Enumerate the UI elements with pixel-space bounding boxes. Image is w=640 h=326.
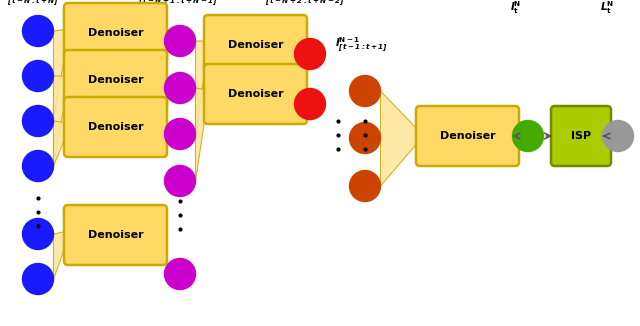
Circle shape <box>22 61 54 92</box>
Text: $\bfit{I}^{\mathbf{N}}_{\mathbf{t}}$: $\bfit{I}^{\mathbf{N}}_{\mathbf{t}}$ <box>510 0 522 16</box>
Text: Denoiser: Denoiser <box>88 28 143 38</box>
Text: ISP: ISP <box>571 131 591 141</box>
Text: Denoiser: Denoiser <box>440 131 495 141</box>
Circle shape <box>294 88 326 120</box>
Circle shape <box>164 25 195 56</box>
Text: $\bfit{L}^{\mathbf{N}}_{\mathbf{t}}$: $\bfit{L}^{\mathbf{N}}_{\mathbf{t}}$ <box>600 0 614 16</box>
Circle shape <box>22 151 54 182</box>
Circle shape <box>349 170 381 201</box>
FancyBboxPatch shape <box>64 3 167 63</box>
Polygon shape <box>381 91 420 186</box>
Polygon shape <box>54 121 68 166</box>
FancyBboxPatch shape <box>204 64 307 124</box>
Text: Denoiser: Denoiser <box>88 75 143 85</box>
Circle shape <box>513 121 543 152</box>
Circle shape <box>164 259 195 289</box>
Circle shape <box>22 16 54 47</box>
Circle shape <box>294 38 326 69</box>
Text: $\bfit{I}^{\mathbf{2}}_{[t-N+2:t+N-2]}$: $\bfit{I}^{\mathbf{2}}_{[t-N+2:t+N-2]}$ <box>262 0 345 8</box>
Text: Denoiser: Denoiser <box>228 40 284 50</box>
FancyBboxPatch shape <box>204 15 307 75</box>
Polygon shape <box>195 88 208 181</box>
Circle shape <box>164 118 195 150</box>
Circle shape <box>22 218 54 249</box>
Text: Denoiser: Denoiser <box>88 122 143 132</box>
Circle shape <box>602 121 634 152</box>
Text: Denoiser: Denoiser <box>88 230 143 240</box>
FancyBboxPatch shape <box>551 106 611 166</box>
FancyBboxPatch shape <box>64 97 167 157</box>
Circle shape <box>22 106 54 137</box>
Text: $\bfit{I}^{\mathbf{N}-\mathbf{1}}_{[t-1:t+1]}$: $\bfit{I}^{\mathbf{N}-\mathbf{1}}_{[t-1:… <box>335 36 388 54</box>
Circle shape <box>22 263 54 294</box>
Circle shape <box>349 76 381 107</box>
Text: $\bfit{I}^{\mathbf{0}}_{[t-N:t+N]}$: $\bfit{I}^{\mathbf{0}}_{[t-N:t+N]}$ <box>4 0 59 8</box>
Polygon shape <box>54 29 68 121</box>
Circle shape <box>164 72 195 103</box>
Polygon shape <box>54 76 68 166</box>
FancyBboxPatch shape <box>64 205 167 265</box>
Text: Denoiser: Denoiser <box>228 89 284 99</box>
FancyBboxPatch shape <box>64 50 167 110</box>
Circle shape <box>349 123 381 154</box>
Text: $\bfit{I}^{\mathbf{1}}_{[t-N+1:t+N-1]}$: $\bfit{I}^{\mathbf{1}}_{[t-N+1:t+N-1]}$ <box>135 0 218 8</box>
Polygon shape <box>195 41 208 134</box>
Circle shape <box>164 166 195 197</box>
Polygon shape <box>54 231 68 279</box>
FancyBboxPatch shape <box>416 106 519 166</box>
